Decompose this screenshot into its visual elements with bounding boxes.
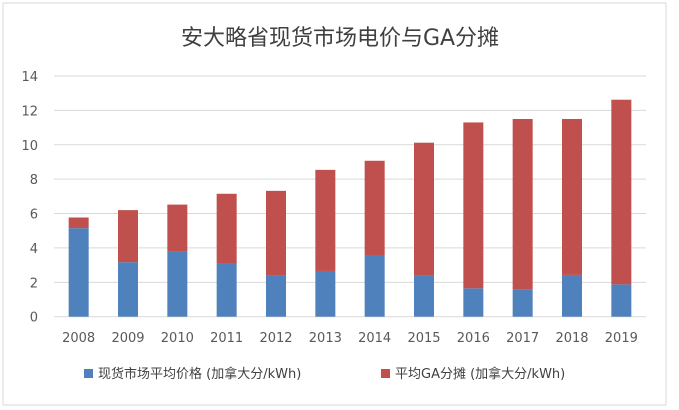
bar-spot-price	[414, 275, 434, 317]
bar-spot-price	[463, 288, 484, 317]
x-tick-label: 2015	[407, 331, 440, 346]
legend-swatch-ga	[381, 369, 390, 378]
x-tick-label: 2018	[555, 331, 588, 346]
bar-spot-price	[118, 262, 138, 317]
bar-spot-price	[266, 275, 286, 317]
legend: 现货市场平均价格 (加拿大分/kWh) 平均GA分摊 (加拿大分/kWh)	[84, 366, 565, 382]
bar-ga-allocation	[315, 169, 336, 271]
x-tick-label: 2019	[605, 331, 638, 346]
bar-ga-allocation	[414, 142, 434, 276]
bar-ga-allocation	[266, 190, 286, 276]
x-tick-label: 2012	[259, 331, 292, 346]
bar-spot-price	[562, 274, 582, 317]
bar-spot-price	[216, 263, 237, 317]
bar-spot-price	[315, 270, 336, 317]
bar-ga-allocation	[512, 118, 533, 290]
x-tick-label: 2017	[506, 331, 539, 346]
bar-spot-price	[611, 284, 632, 317]
x-tick-label: 2010	[161, 331, 194, 346]
x-tick-label: 2011	[210, 331, 243, 346]
x-tick-label: 2013	[309, 331, 342, 346]
x-tick-label: 2009	[111, 331, 144, 346]
bar-ga-allocation	[118, 210, 138, 263]
bar-ga-allocation	[216, 193, 237, 264]
y-tick-label: 0	[30, 311, 38, 326]
bar-ga-allocation	[463, 122, 484, 289]
y-tick-label: 6	[30, 208, 38, 223]
x-tick-label: 2014	[358, 331, 391, 346]
y-tick-label: 8	[30, 173, 38, 188]
bar-ga-allocation	[611, 99, 632, 285]
chart-title: 安大略省现货市场电价与GA分摊	[181, 26, 499, 51]
y-tick-label: 12	[21, 104, 38, 119]
legend-swatch-spot-price	[84, 369, 93, 378]
bar-ga-allocation	[68, 217, 89, 229]
bar-spot-price	[364, 254, 385, 317]
y-tick-label: 4	[30, 242, 38, 257]
bar-spot-price	[68, 228, 89, 317]
x-tick-label: 2008	[62, 331, 95, 346]
bar-ga-allocation	[364, 160, 385, 255]
y-tick-label: 2	[30, 276, 38, 291]
bar-spot-price	[167, 251, 188, 317]
legend-label-spot-price: 现货市场平均价格 (加拿大分/kWh)	[98, 366, 301, 382]
y-tick-label: 10	[21, 139, 38, 154]
x-tick-label: 2016	[457, 331, 490, 346]
bar-spot-price	[512, 289, 533, 317]
y-tick-label: 14	[21, 70, 38, 85]
legend-label-ga: 平均GA分摊 (加拿大分/kWh)	[395, 366, 565, 382]
bar-ga-allocation	[167, 204, 188, 252]
bar-ga-allocation	[562, 118, 582, 275]
